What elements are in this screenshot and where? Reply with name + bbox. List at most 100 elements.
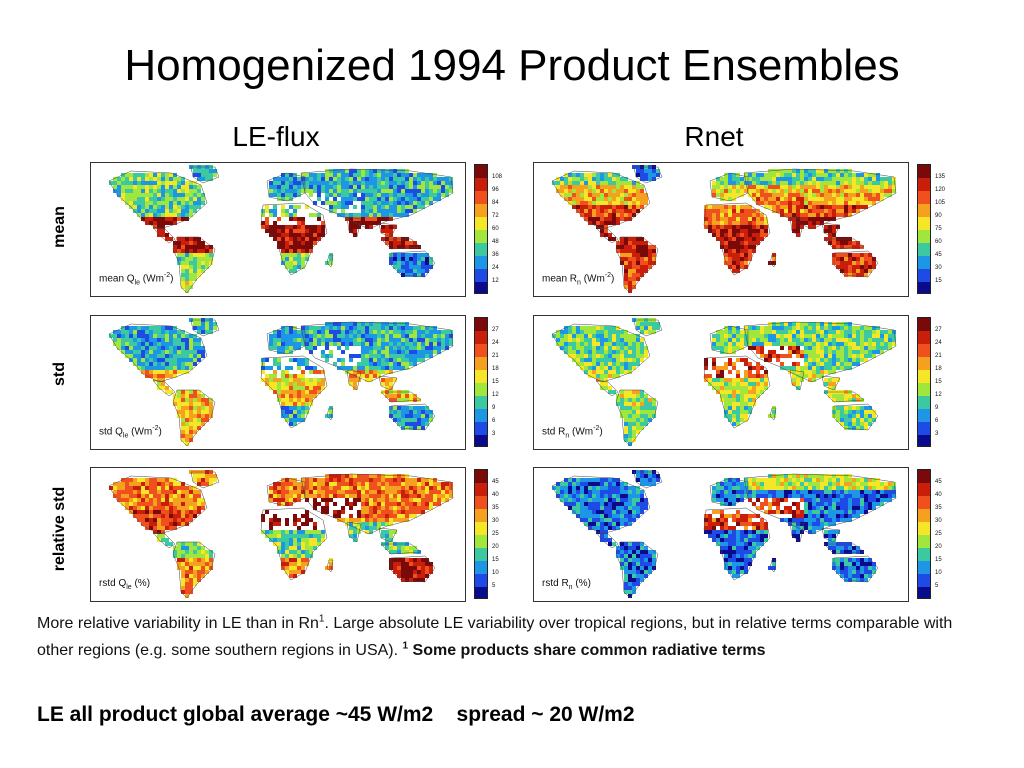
panel-label-subscript: n [577, 279, 581, 286]
coastline-northAmerica [551, 323, 651, 383]
colorbar-tick-label: 30 [935, 517, 942, 524]
coastline-madagascar [769, 559, 777, 573]
caption-footnote-ref: 1 [318, 613, 325, 625]
coastline-southAmerica [172, 541, 216, 599]
panel-label-prefix: std R [542, 426, 566, 437]
coastline-southAmerica [615, 236, 659, 294]
coastline-northAmerica [108, 475, 208, 535]
coastline-asia [300, 321, 454, 383]
colorbar-segment [918, 256, 930, 269]
coastline-africa [703, 355, 771, 429]
colorbar-tick-label: 6 [492, 417, 496, 424]
coastline-seAsia [378, 222, 398, 238]
colorbar-segment [918, 217, 930, 230]
colorbar-rnet-rstd [917, 469, 931, 599]
colorbar-le-rstd [474, 469, 488, 599]
colorbar-tick-label: 60 [492, 225, 499, 232]
colorbar-tick-label: 72 [492, 212, 499, 219]
panel-label: rstd Rn (%) [542, 578, 591, 591]
colorbar-segment [475, 435, 487, 446]
map-panel-le-std: std Qle (Wm-2) [90, 315, 466, 450]
coastline-australia [390, 250, 436, 278]
panel-label-close: ) [158, 426, 162, 437]
colorbar-tick-label: 18 [935, 365, 942, 372]
map-raster [551, 318, 897, 447]
colorbar-tick-label: 3 [935, 430, 939, 437]
colorbar-tick-label: 20 [935, 543, 942, 550]
coastline-greenland [633, 471, 663, 489]
map-raster [108, 165, 454, 294]
coastline-greenland [190, 319, 220, 337]
coastline-centralAmerica [595, 531, 619, 549]
coastline-india [346, 216, 362, 238]
colorbar-tick-label: 40 [935, 491, 942, 498]
colorbar-tick-label: 120 [935, 186, 946, 193]
colorbar-segment [475, 587, 487, 598]
colorbar-segment [475, 383, 487, 396]
colorbar-segment [475, 204, 487, 217]
coastline-india [789, 216, 805, 238]
row-label-std: std [51, 362, 68, 386]
coastline-asia [300, 473, 454, 535]
coastline-centralAmerica [152, 379, 176, 397]
coastline-madagascar [326, 254, 334, 268]
coastline-africa [703, 202, 771, 276]
coastline-seAsia [821, 375, 841, 391]
colorbar-segment [475, 483, 487, 496]
map-panel-rnet-mean: mean Rn (Wm-2) [533, 162, 909, 297]
colorbar-segment [918, 522, 930, 535]
colorbar-segment [918, 230, 930, 243]
coastline-indonesia [823, 543, 865, 555]
colorbar-segment [475, 422, 487, 435]
panel-label-prefix: rstd R [542, 578, 569, 589]
panel-label-subscript: n [565, 432, 570, 439]
coastline-madagascar [326, 559, 334, 573]
panel-label-prefix: mean R [542, 273, 578, 284]
colorbar-segment [475, 409, 487, 422]
colorbar-rnet-mean [917, 164, 931, 294]
coastline-asia [743, 473, 897, 535]
coastline-africa [260, 355, 328, 429]
colorbar-tick-label: 45 [935, 251, 942, 258]
colorbar-segment [918, 548, 930, 561]
colorbar-segment [475, 344, 487, 357]
colorbar-tick-label: 30 [492, 517, 499, 524]
colorbar-segment [475, 470, 487, 483]
coastline-asia [300, 168, 454, 230]
colorbar-tick-label: 21 [492, 352, 499, 359]
colorbar-tick-label: 15 [935, 556, 942, 563]
coastline-madagascar [769, 407, 777, 421]
colorbar-tick-label: 12 [492, 277, 499, 284]
panel-label-unit: (%) [572, 578, 591, 589]
panel-label: rstd Qle (%) [99, 578, 150, 591]
colorbar-segment [918, 282, 930, 293]
caption-footnote-text: Some products share common radiative ter… [408, 642, 766, 659]
map-panel-le-rstd: rstd Qle (%) [90, 467, 466, 602]
coastline-northAmerica [108, 170, 208, 230]
map-raster [108, 470, 454, 599]
colorbar-segment [918, 435, 930, 446]
colorbar-tick-label: 3 [492, 430, 496, 437]
column-heading-rnet: Rnet [684, 121, 744, 152]
panel-label: mean Qle (Wm-2) [99, 272, 174, 286]
coastline-australia [833, 403, 879, 431]
colorbar-tick-label: 27 [935, 326, 942, 333]
colorbar-tick-label: 48 [492, 238, 499, 245]
coastline-seAsia [378, 527, 398, 543]
panel-label-prefix: mean Q [99, 273, 135, 284]
panel-label-close: ) [170, 273, 174, 284]
coastline-australia [833, 250, 879, 278]
colorbar-tick-label: 35 [935, 504, 942, 511]
colorbar-tick-label: 12 [492, 391, 499, 398]
colorbar-segment [475, 574, 487, 587]
colorbar-tick-label: 24 [935, 339, 942, 346]
colorbar-tick-label: 36 [492, 251, 499, 258]
map-panel-rnet-rstd: rstd Rn (%) [533, 467, 909, 602]
colorbar-tick-label: 40 [492, 491, 499, 498]
colorbar-segment [475, 243, 487, 256]
panel-label: std Rn (Wm-2) [542, 425, 603, 439]
coastline-india [346, 369, 362, 391]
colorbar-tick-label: 35 [492, 504, 499, 511]
coastline-northAmerica [551, 170, 651, 230]
panel-label-superscript: -2 [593, 424, 600, 432]
